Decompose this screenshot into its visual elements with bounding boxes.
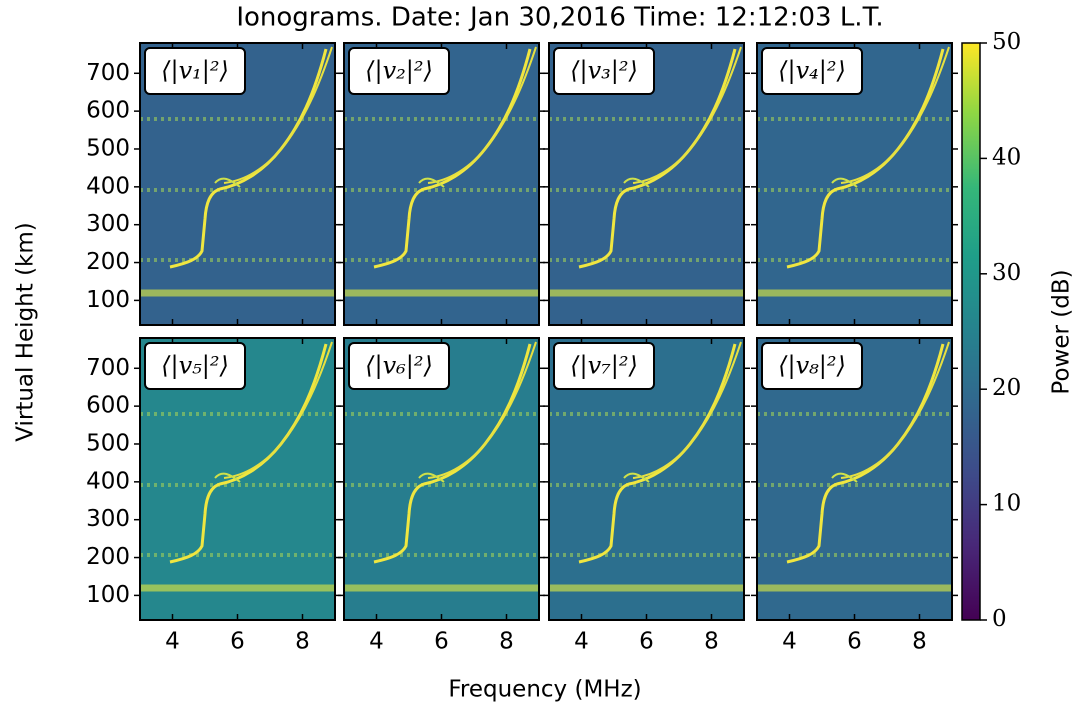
- x-tick-label: 6: [639, 629, 654, 655]
- y-tick-label: 200: [86, 544, 130, 570]
- panel-label-box: [144, 342, 246, 390]
- x-tick-label: 4: [165, 629, 180, 655]
- colorbar-tick-label: 40: [992, 144, 1021, 170]
- y-tick-label: 700: [86, 355, 130, 381]
- panel-label: ⟨|v₆|²⟩: [365, 352, 433, 381]
- y-tick-label: 300: [86, 211, 130, 237]
- panel-label-box: [553, 342, 655, 390]
- y-tick-label: 100: [86, 582, 130, 608]
- x-tick-label: 6: [434, 629, 449, 655]
- x-tick-label: 4: [782, 629, 797, 655]
- y-tick-label: 600: [86, 98, 130, 124]
- colorbar: [961, 42, 981, 621]
- panel-label-box: [761, 47, 863, 95]
- y-tick-label: 700: [86, 60, 130, 86]
- x-tick-label: 4: [574, 629, 589, 655]
- x-tick-label: 8: [704, 629, 719, 655]
- colorbar-label: Power (dB): [1049, 269, 1075, 394]
- panel-label: ⟨|v₈|²⟩: [778, 352, 846, 381]
- panel-label: ⟨|v₅|²⟩: [161, 352, 229, 381]
- colorbar-tick-label: 10: [992, 491, 1021, 517]
- colorbar-tick-label: 50: [992, 29, 1021, 55]
- panel-label-box: [348, 342, 450, 390]
- panel-label-box: [348, 47, 450, 95]
- colorbar-tick-label: 0: [992, 606, 1007, 632]
- y-axis-label: Virtual Height (km): [13, 222, 39, 441]
- panel-label-box: [761, 342, 863, 390]
- y-tick-label: 500: [86, 135, 130, 161]
- colorbar-tick-label: 30: [992, 260, 1021, 286]
- panel-label: ⟨|v₃|²⟩: [570, 57, 638, 86]
- y-tick-label: 400: [86, 468, 130, 494]
- y-tick-label: 200: [86, 249, 130, 275]
- panel-label-box: [553, 47, 655, 95]
- x-tick-label: 4: [369, 629, 384, 655]
- y-tick-label: 400: [86, 173, 130, 199]
- x-tick-label: 8: [499, 629, 514, 655]
- y-tick-label: 300: [86, 506, 130, 532]
- y-tick-label: 500: [86, 430, 130, 456]
- x-tick-label: 8: [912, 629, 927, 655]
- panel-label: ⟨|v₇|²⟩: [570, 352, 638, 381]
- y-tick-label: 600: [86, 393, 130, 419]
- y-tick-label: 100: [86, 287, 130, 313]
- panel-label: ⟨|v₄|²⟩: [778, 57, 846, 86]
- panel-label: ⟨|v₁|²⟩: [161, 57, 229, 86]
- chart-title: Ionograms. Date: Jan 30,2016 Time: 12:12…: [236, 3, 883, 33]
- panel-label: ⟨|v₂|²⟩: [365, 57, 433, 86]
- x-tick-label: 8: [295, 629, 310, 655]
- x-tick-label: 6: [847, 629, 862, 655]
- panel-label-box: [144, 47, 246, 95]
- x-tick-label: 6: [230, 629, 245, 655]
- colorbar-tick-label: 20: [992, 375, 1021, 401]
- x-axis-label: Frequency (MHz): [448, 677, 641, 703]
